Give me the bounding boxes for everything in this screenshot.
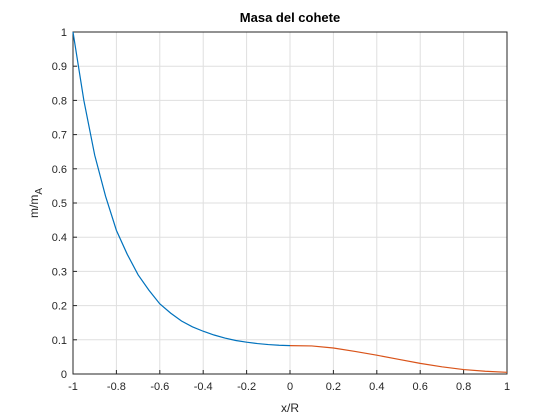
- data-line: [289, 345, 508, 373]
- y-tick-label: 0.8: [52, 95, 67, 107]
- y-tick-label: 0.9: [52, 61, 67, 73]
- x-tick-label: -0.8: [107, 381, 126, 393]
- y-axis-label-main: m/m: [27, 195, 41, 218]
- axes-box: [72, 31, 508, 375]
- x-tick-label: 0.4: [369, 381, 384, 393]
- y-axis-label: m/mA: [27, 188, 45, 218]
- y-tick-label: 0: [61, 369, 67, 381]
- y-tick-label: 0.2: [52, 301, 67, 313]
- x-tick-label: 0.2: [326, 381, 341, 393]
- x-tick-label: -0.2: [237, 381, 256, 393]
- x-tick-label: 1: [504, 381, 510, 393]
- x-tick-label: -0.4: [194, 381, 213, 393]
- y-tick-label: 0.5: [52, 198, 67, 210]
- x-tick-label: -0.6: [150, 381, 169, 393]
- y-tick-label: 0.7: [52, 130, 67, 142]
- x-tick-label: 0.8: [456, 381, 471, 393]
- x-tick-label: 0.6: [413, 381, 428, 393]
- data-line: [72, 31, 291, 347]
- y-axis-label-sub: A: [34, 188, 45, 195]
- y-tick-label: 0.6: [52, 164, 67, 176]
- x-axis-label: x/R: [281, 401, 299, 415]
- x-tick-label: -1: [68, 381, 78, 393]
- x-tick-label: 0: [287, 381, 293, 393]
- y-tick-label: 1: [61, 27, 67, 39]
- y-tick-label: 0.3: [52, 266, 67, 278]
- chart-title: Masa del cohete: [240, 10, 340, 25]
- y-tick-label: 0.4: [52, 232, 67, 244]
- y-tick-label: 0.1: [52, 335, 67, 347]
